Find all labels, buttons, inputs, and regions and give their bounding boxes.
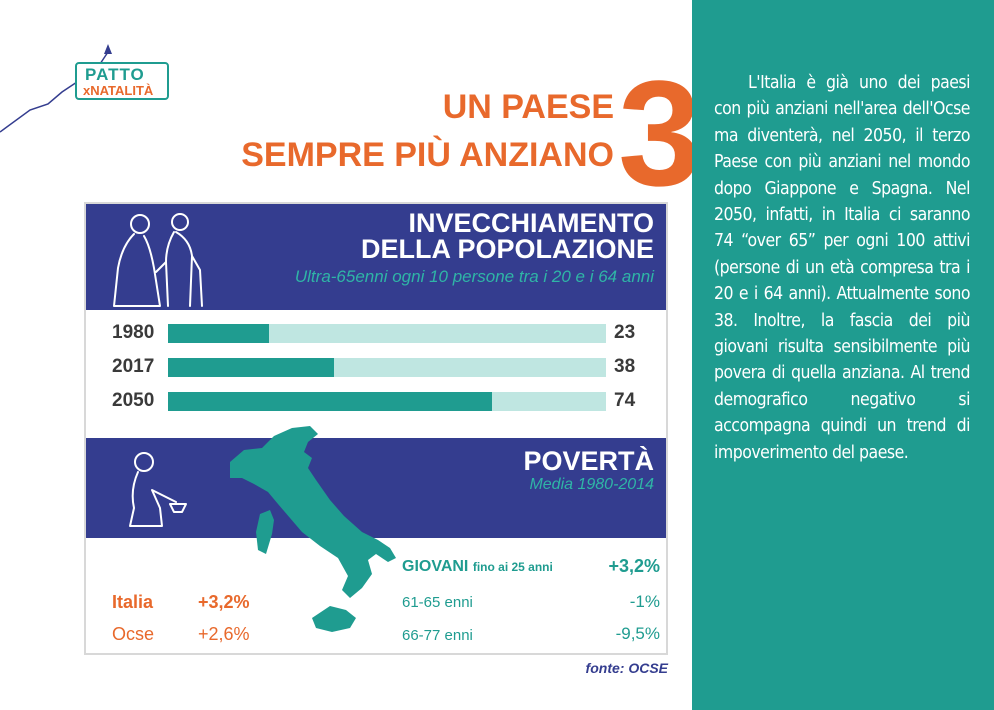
age-61-65-value: -1% [629,592,660,611]
logo-top-text: PATTO [85,65,145,84]
age-61-65-label: 61-65 enni [402,594,473,611]
poverty-header-band [86,438,666,538]
bar-track [168,358,606,377]
age-66-77-value: -9,5% [615,624,660,643]
bar-value-label: 38 [614,356,636,377]
aging-heading-line-1: INVECCHIAMENTO [408,208,654,238]
giovani-label-main: GIOVANI [402,558,469,575]
italia-label: Italia [112,592,154,612]
bar [168,392,493,411]
source-note: fonte: OCSE [585,660,668,676]
italy-map-icon [230,426,396,632]
aging-header-band [86,204,666,310]
bar-category-label: 2050 [112,390,155,411]
bar-track [168,324,606,343]
kneeling-beggar-icon [129,452,187,527]
bar [168,358,335,377]
bar-category-label: 2017 [112,356,155,377]
logo: PATTO xNATALITÀ [75,62,169,100]
title-line-1: UN PAESE [442,88,614,126]
bar-category-label: 1980 [112,322,155,343]
giovani-label: GIOVANI fino ai 25 anni [402,558,553,576]
aging-heading-line-2: DELLA POPOLAZIONE [360,234,654,264]
ocse-label: Ocse [112,624,155,644]
poverty-heading: POVERTÀ [523,446,654,476]
logo-bottom-text: xNATALITÀ [83,83,154,98]
title-line-2: SEMPRE PIÙ ANZIANO [241,136,614,174]
bar-value-label: 74 [614,390,636,411]
giovani-label-sub: fino ai 25 anni [472,560,553,574]
age-66-77-label: 66-77 enni [402,627,473,644]
side-panel [692,0,994,710]
poverty-subtitle: Media 1980-2014 [529,476,654,493]
italia-value: +3,2% [198,592,250,612]
ocse-value: +2,6% [198,624,250,644]
bar [168,324,269,343]
bar-value-label: 23 [614,322,636,343]
giovani-value: +3,2% [608,556,660,576]
side-body-text: L'Italia è già uno dei paesi con più anz… [714,73,971,463]
bar-track [168,392,606,411]
elderly-couple-icon [113,213,203,307]
aging-subtitle: Ultra-65enni ogni 10 persone tra i 20 e … [294,267,654,286]
